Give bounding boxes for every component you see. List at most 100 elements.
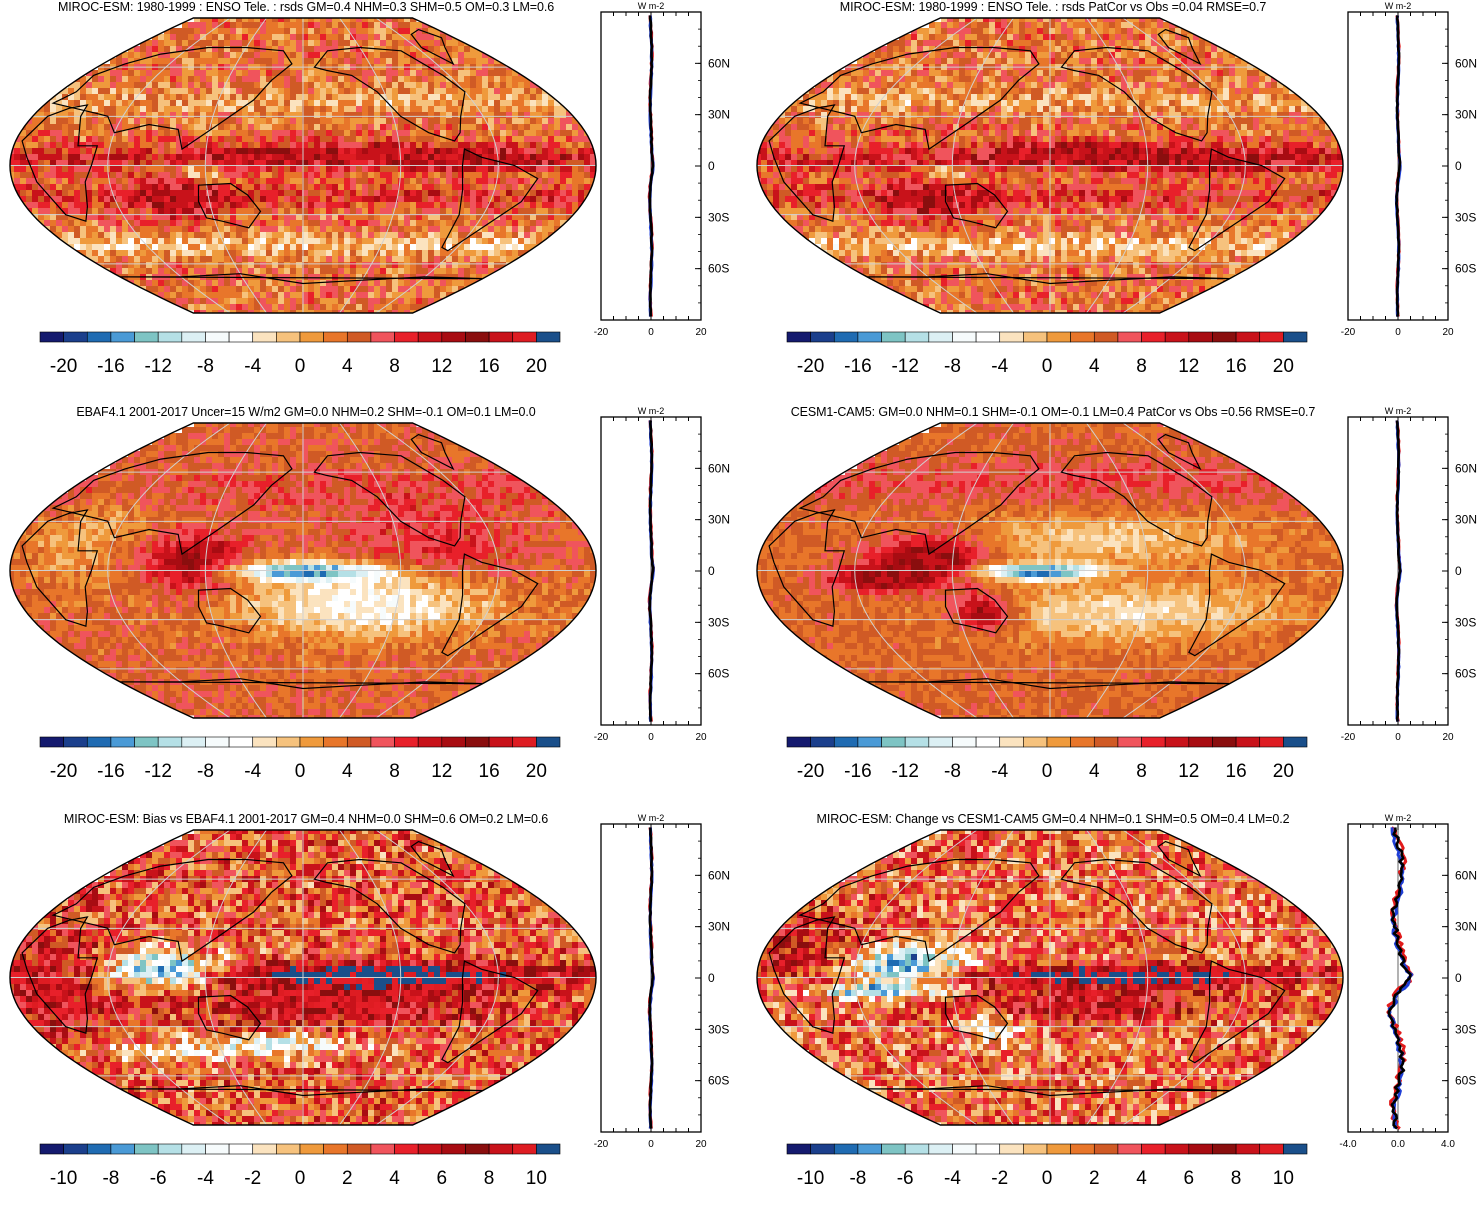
field-cell bbox=[188, 184, 194, 190]
field-cell bbox=[1241, 100, 1247, 106]
field-cell bbox=[1073, 100, 1079, 106]
field-cell bbox=[845, 82, 851, 88]
field-cell bbox=[953, 106, 959, 112]
field-cell bbox=[356, 274, 362, 280]
field-cell bbox=[362, 88, 368, 94]
field-cell bbox=[410, 220, 416, 226]
field-cell bbox=[893, 94, 899, 100]
field-cell bbox=[320, 232, 326, 238]
field-cell bbox=[935, 106, 941, 112]
field-cell bbox=[428, 154, 434, 160]
field-cell bbox=[356, 298, 362, 304]
field-cell bbox=[194, 178, 200, 184]
field-cell bbox=[416, 220, 422, 226]
field-cell bbox=[1043, 94, 1049, 100]
field-cell bbox=[1145, 16, 1151, 22]
field-cell bbox=[1295, 100, 1301, 106]
field-cell bbox=[176, 232, 182, 238]
field-cell bbox=[194, 118, 200, 124]
field-cell bbox=[32, 118, 38, 124]
field-cell bbox=[134, 184, 140, 190]
colorbar-box bbox=[536, 332, 560, 342]
field-cell bbox=[1025, 40, 1031, 46]
field-cell bbox=[344, 172, 350, 178]
field-cell bbox=[200, 280, 206, 286]
field-cell bbox=[284, 262, 290, 268]
field-cell bbox=[977, 106, 983, 112]
field-cell bbox=[1055, 22, 1061, 28]
field-cell bbox=[518, 172, 524, 178]
field-cell bbox=[284, 226, 290, 232]
field-cell bbox=[941, 82, 947, 88]
field-cell bbox=[1145, 100, 1151, 106]
field-cell bbox=[995, 70, 1001, 76]
field-cell bbox=[110, 70, 116, 76]
field-cell bbox=[146, 88, 152, 94]
field-cell bbox=[44, 208, 50, 214]
field-cell bbox=[971, 40, 977, 46]
field-cell bbox=[386, 130, 392, 136]
field-cell bbox=[560, 196, 566, 202]
field-cell bbox=[791, 106, 797, 112]
field-cell bbox=[290, 292, 296, 298]
zonal-x-tick-label: 0 bbox=[648, 327, 654, 338]
field-cell bbox=[1169, 100, 1175, 106]
field-cell bbox=[1187, 100, 1193, 106]
field-cell bbox=[272, 298, 278, 304]
field-cell bbox=[296, 106, 302, 112]
field-cell bbox=[863, 70, 869, 76]
field-cell bbox=[122, 262, 128, 268]
field-cell bbox=[164, 118, 170, 124]
field-cell bbox=[362, 136, 368, 142]
field-cell bbox=[524, 154, 530, 160]
field-cell bbox=[188, 76, 194, 82]
field-cell bbox=[140, 100, 146, 106]
field-cell bbox=[398, 94, 404, 100]
field-cell bbox=[362, 76, 368, 82]
field-cell bbox=[530, 112, 536, 118]
field-cell bbox=[278, 238, 284, 244]
field-cell bbox=[212, 16, 218, 22]
field-cell bbox=[350, 208, 356, 214]
field-cell bbox=[386, 58, 392, 64]
field-cell bbox=[26, 178, 32, 184]
field-cell bbox=[446, 82, 452, 88]
field-cell bbox=[1019, 106, 1025, 112]
field-cell bbox=[236, 154, 242, 160]
field-cell bbox=[1127, 34, 1133, 40]
field-cell bbox=[1019, 52, 1025, 58]
field-cell bbox=[542, 190, 548, 196]
field-cell bbox=[326, 124, 332, 130]
field-cell bbox=[536, 94, 542, 100]
field-cell bbox=[68, 130, 74, 136]
field-cell bbox=[110, 106, 116, 112]
field-cell bbox=[158, 232, 164, 238]
field-cell bbox=[362, 154, 368, 160]
field-cell bbox=[887, 94, 893, 100]
field-cell bbox=[134, 52, 140, 58]
field-cell bbox=[1115, 22, 1121, 28]
field-cell bbox=[1085, 52, 1091, 58]
field-cell bbox=[971, 106, 977, 112]
field-cell bbox=[923, 28, 929, 34]
field-cell bbox=[1229, 88, 1235, 94]
field-cell bbox=[392, 52, 398, 58]
field-cell bbox=[194, 106, 200, 112]
field-cell bbox=[380, 172, 386, 178]
field-cell bbox=[194, 112, 200, 118]
field-cell bbox=[512, 82, 518, 88]
lat-tick-label: 0 bbox=[708, 159, 715, 173]
field-cell bbox=[218, 100, 224, 106]
field-cell bbox=[554, 220, 560, 226]
field-cell bbox=[278, 232, 284, 238]
field-cell bbox=[152, 226, 158, 232]
field-cell bbox=[404, 226, 410, 232]
field-cell bbox=[410, 82, 416, 88]
field-cell bbox=[272, 118, 278, 124]
field-cell bbox=[206, 82, 212, 88]
field-cell bbox=[923, 94, 929, 100]
field-cell bbox=[1139, 52, 1145, 58]
field-cell bbox=[851, 76, 857, 82]
field-cell bbox=[947, 58, 953, 64]
field-cell bbox=[320, 280, 326, 286]
